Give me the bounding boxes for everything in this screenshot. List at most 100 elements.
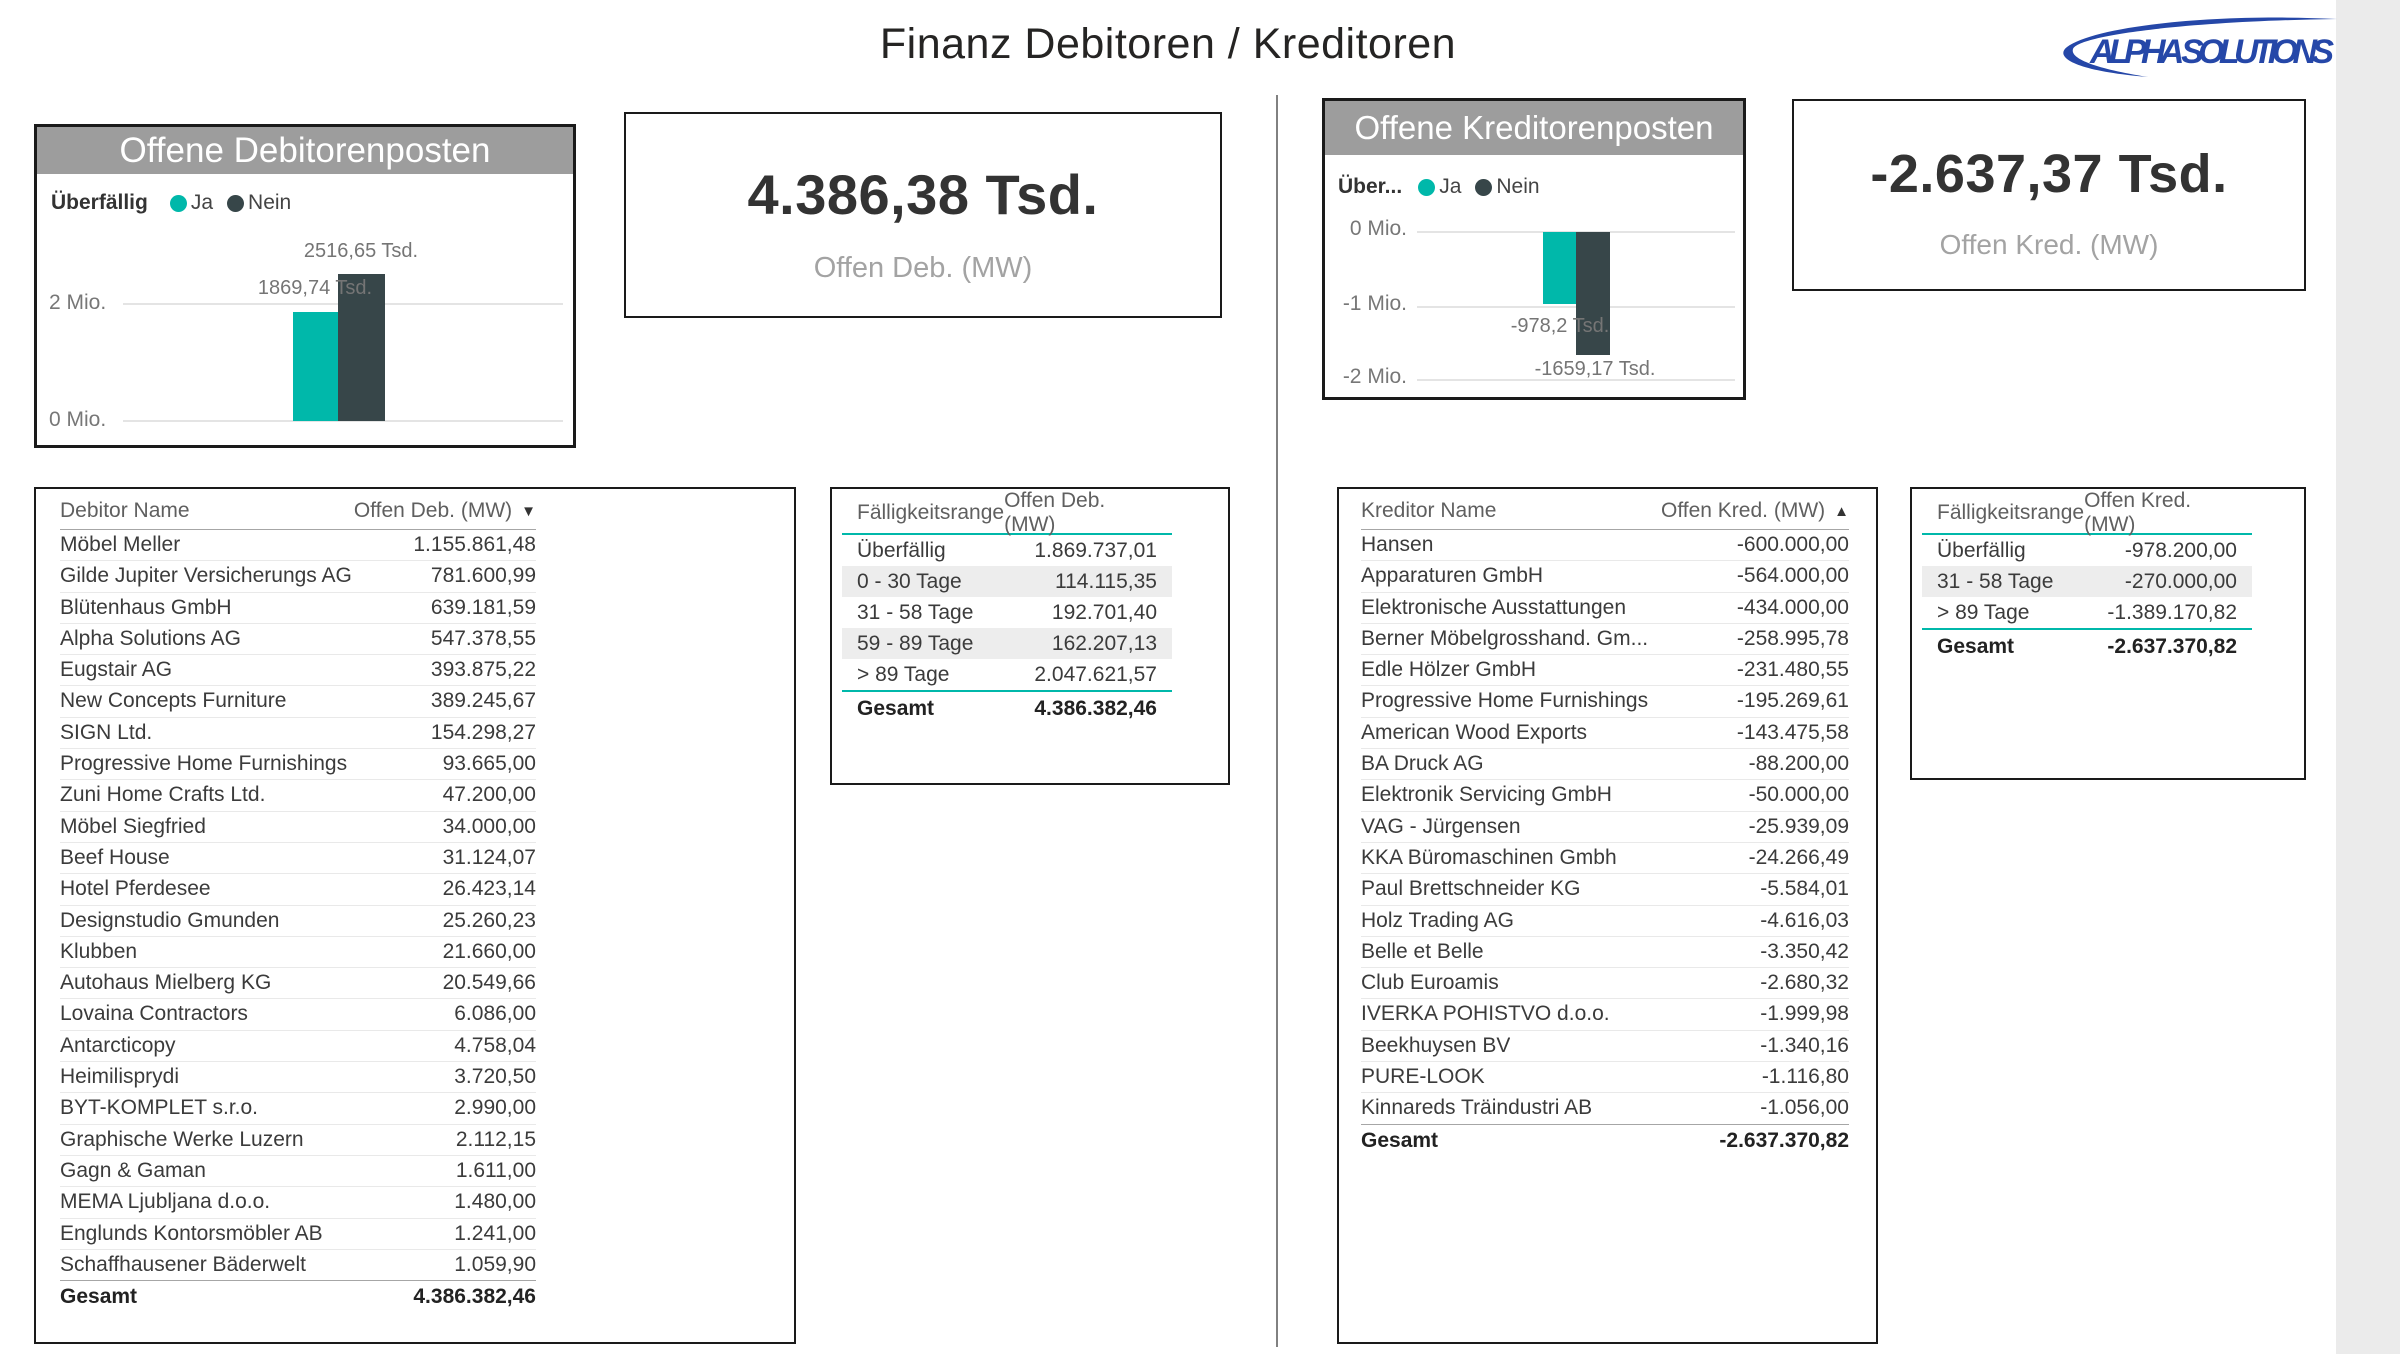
column-header-name[interactable]: Fälligkeitsrange <box>1937 501 2085 524</box>
table-row[interactable]: Paul Brettschneider KG -5.584,01 <box>1361 873 1849 904</box>
column-header-name[interactable]: Fälligkeitsrange <box>857 501 1005 524</box>
kpi-label: Offen Deb. (MW) <box>813 252 1033 284</box>
table-row[interactable]: Möbel Siegfried 34.000,00 <box>60 810 536 842</box>
legend-item-nein[interactable]: Nein <box>227 191 291 215</box>
table-row[interactable]: Designstudio Gmunden 25.260,23 <box>60 904 536 936</box>
table-row[interactable]: Edle Hölzer GmbH -231.480,55 <box>1361 654 1849 685</box>
table-row[interactable]: > 89 Tage 2.047.621,57 <box>842 659 1172 690</box>
row-value: -1.389.170,82 <box>2107 601 2237 624</box>
table-row[interactable]: VAG - Jürgensen -25.939,09 <box>1361 810 1849 842</box>
table-row[interactable]: PURE-LOOK -1.116,80 <box>1361 1061 1849 1092</box>
table-row[interactable]: 59 - 89 Tage 162.207,13 <box>842 628 1172 659</box>
table-row[interactable]: Englunds Kontorsmöbler AB 1.241,00 <box>60 1217 536 1249</box>
column-header-value[interactable]: Offen Kred. (MW) ▲ <box>1660 499 1849 522</box>
table-row[interactable]: Kinnareds Träindustri AB -1.056,00 <box>1361 1092 1849 1123</box>
table-row[interactable]: Hotel Pferdesee 26.423,14 <box>60 873 536 904</box>
table-row[interactable]: 0 - 30 Tage 114.115,35 <box>842 566 1172 597</box>
table-row[interactable]: > 89 Tage -1.389.170,82 <box>1922 597 2252 628</box>
table-row[interactable]: Progressive Home Furnishings 93.665,00 <box>60 748 536 779</box>
bar-ueberfaellig-nein[interactable] <box>338 273 385 421</box>
table-row[interactable]: Zuni Home Crafts Ltd. 47.200,00 <box>60 779 536 810</box>
table-row[interactable]: SIGN Ltd. 154.298,27 <box>60 716 536 748</box>
y-tick-0mio: 0 Mio. <box>49 408 107 431</box>
row-label: Club Euroamis <box>1361 971 1499 995</box>
table-row[interactable]: American Wood Exports -143.475,58 <box>1361 716 1849 748</box>
bar-label-nein: 2516,65 Tsd. <box>303 240 419 262</box>
table-row[interactable]: MEMA Ljubljana d.o.o. 1.480,00 <box>60 1186 536 1217</box>
gridline <box>123 420 563 422</box>
table-row[interactable]: Autohaus Mielberg KG 20.549,66 <box>60 967 536 998</box>
column-header-name[interactable]: Debitor Name <box>60 499 190 522</box>
row-label: Klubben <box>60 939 138 963</box>
bar-ueberfaellig-ja[interactable] <box>1543 232 1576 305</box>
header-rule <box>60 529 536 530</box>
table-row[interactable]: BYT-KOMPLET s.r.o. 2.990,00 <box>60 1092 536 1123</box>
kreditoren-table-header: Kreditor Name Offen Kred. (MW) ▲ <box>1361 493 1849 529</box>
table-row[interactable]: Überfällig 1.869.737,01 <box>842 535 1172 566</box>
debitoren-aging-card: Fälligkeitsrange Offen Deb. (MW) Überfäl… <box>830 487 1230 785</box>
table-row[interactable]: Lovaina Contractors 6.086,00 <box>60 998 536 1029</box>
bar-ueberfaellig-ja[interactable] <box>293 311 338 421</box>
table-row[interactable]: Blütenhaus GmbH 639.181,59 <box>60 591 536 623</box>
column-header-name[interactable]: Kreditor Name <box>1361 499 1497 522</box>
row-value: 114.115,35 <box>1055 570 1157 593</box>
debitoren-table-card: Debitor Name Offen Deb. (MW) ▼ Möbel Mel… <box>34 487 796 1344</box>
row-label: Möbel Siegfried <box>60 814 206 838</box>
row-value: -231.480,55 <box>1736 658 1849 682</box>
row-value: 2.990,00 <box>454 1096 536 1120</box>
table-row[interactable]: Heimilisprydi 3.720,50 <box>60 1061 536 1092</box>
sort-ascending-icon: ▲ <box>1834 502 1849 520</box>
debitoren-chart-legend: Überfällig Ja Nein <box>51 191 305 215</box>
table-row[interactable]: Gagn & Gaman 1.611,00 <box>60 1154 536 1186</box>
table-row[interactable]: Schaffhausener Bäderwelt 1.059,90 <box>60 1248 536 1280</box>
legend-title: Über... <box>1338 175 1403 198</box>
row-label: Designstudio Gmunden <box>60 908 280 932</box>
column-header-value[interactable]: Offen Kred. (MW) <box>2084 489 2192 536</box>
debitoren-chart-title: Offene Debitorenposten <box>37 127 573 174</box>
table-row[interactable]: KKA Büromaschinen Gmbh -24.266,49 <box>1361 841 1849 873</box>
table-row[interactable]: Eugstair AG 393.875,22 <box>60 654 536 685</box>
legend-item-nein[interactable]: Nein <box>1475 175 1540 199</box>
table-row[interactable]: Belle et Belle -3.350,42 <box>1361 935 1849 967</box>
table-row[interactable]: Progressive Home Furnishings -195.269,61 <box>1361 685 1849 716</box>
table-row[interactable]: Berner Möbelgrosshand. Gm... -258.995,78 <box>1361 622 1849 654</box>
alpha-solutions-logo: ALPHA SOLUTIONS <box>2063 17 2337 78</box>
row-value: -600.000,00 <box>1736 533 1849 556</box>
kreditoren-chart-title: Offene Kreditorenposten <box>1325 101 1743 155</box>
row-value: 162.207,13 <box>1051 632 1157 655</box>
legend-title: Überfällig <box>51 191 148 214</box>
table-row[interactable]: IVERKA POHISTVO d.o.o. -1.999,98 <box>1361 998 1849 1029</box>
row-value: 4.758,04 <box>454 1033 536 1057</box>
table-row[interactable]: Elektronische Ausstattungen -434.000,00 <box>1361 591 1849 623</box>
table-row[interactable]: Beekhuysen BV -1.340,16 <box>1361 1029 1849 1061</box>
table-row[interactable]: Alpha Solutions AG 547.378,55 <box>60 622 536 654</box>
table-row[interactable]: Club Euroamis -2.680,32 <box>1361 967 1849 998</box>
table-row[interactable]: Beef House 31.124,07 <box>60 841 536 873</box>
bar-ueberfaellig-nein[interactable] <box>1576 232 1610 355</box>
table-row[interactable]: Antarcticopy 4.758,04 <box>60 1029 536 1061</box>
column-header-value[interactable]: Offen Deb. (MW) ▼ <box>353 499 536 522</box>
table-row[interactable]: Graphische Werke Luzern 2.112,15 <box>60 1123 536 1155</box>
row-label: 31 - 58 Tage <box>1937 570 2054 593</box>
table-row[interactable]: Möbel Meller 1.155.861,48 <box>60 530 536 560</box>
column-header-value[interactable]: Offen Deb. (MW) <box>1004 489 1106 536</box>
row-value: -25.939,09 <box>1748 814 1849 838</box>
table-row[interactable]: 31 - 58 Tage -270.000,00 <box>1922 566 2252 597</box>
table-row[interactable]: BA Druck AG -88.200,00 <box>1361 748 1849 779</box>
table-row[interactable]: Apparaturen GmbH -564.000,00 <box>1361 560 1849 591</box>
row-value: 6.086,00 <box>454 1002 536 1026</box>
table-row[interactable]: Holz Trading AG -4.616,03 <box>1361 904 1849 936</box>
bar-label-ja: 1869,74 Tsd. <box>257 277 373 299</box>
row-label: Hotel Pferdesee <box>60 877 211 901</box>
table-row[interactable]: Hansen -600.000,00 <box>1361 530 1849 560</box>
table-row[interactable]: Gilde Jupiter Versicherungs AG 781.600,99 <box>60 560 536 591</box>
table-row[interactable]: 31 - 58 Tage 192.701,40 <box>842 597 1172 628</box>
kpi-value: -2.637,37 Tsd. <box>1870 144 2228 204</box>
legend-item-ja[interactable]: Ja <box>169 191 213 215</box>
debitoren-aging-body: Überfällig 1.869.737,01 0 - 30 Tage 114.115… <box>842 535 1172 690</box>
table-row[interactable]: Klubben 21.660,00 <box>60 935 536 967</box>
table-row[interactable]: Elektronik Servicing GmbH -50.000,00 <box>1361 779 1849 810</box>
legend-item-ja[interactable]: Ja <box>1418 175 1461 199</box>
table-row[interactable]: Überfällig -978.200,00 <box>1922 535 2252 566</box>
table-row[interactable]: New Concepts Furniture 389.245,67 <box>60 685 536 716</box>
